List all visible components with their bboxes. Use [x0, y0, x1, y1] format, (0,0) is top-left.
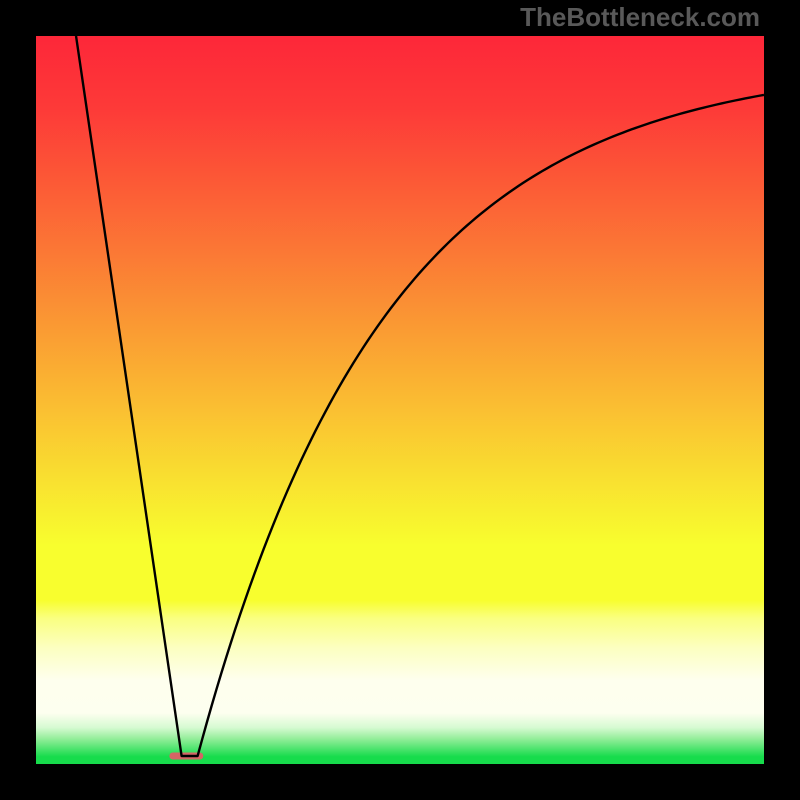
watermark-text: TheBottleneck.com [520, 2, 760, 33]
plot-area [36, 36, 764, 764]
outer-frame: TheBottleneck.com [0, 0, 800, 800]
gradient-background [36, 36, 764, 764]
